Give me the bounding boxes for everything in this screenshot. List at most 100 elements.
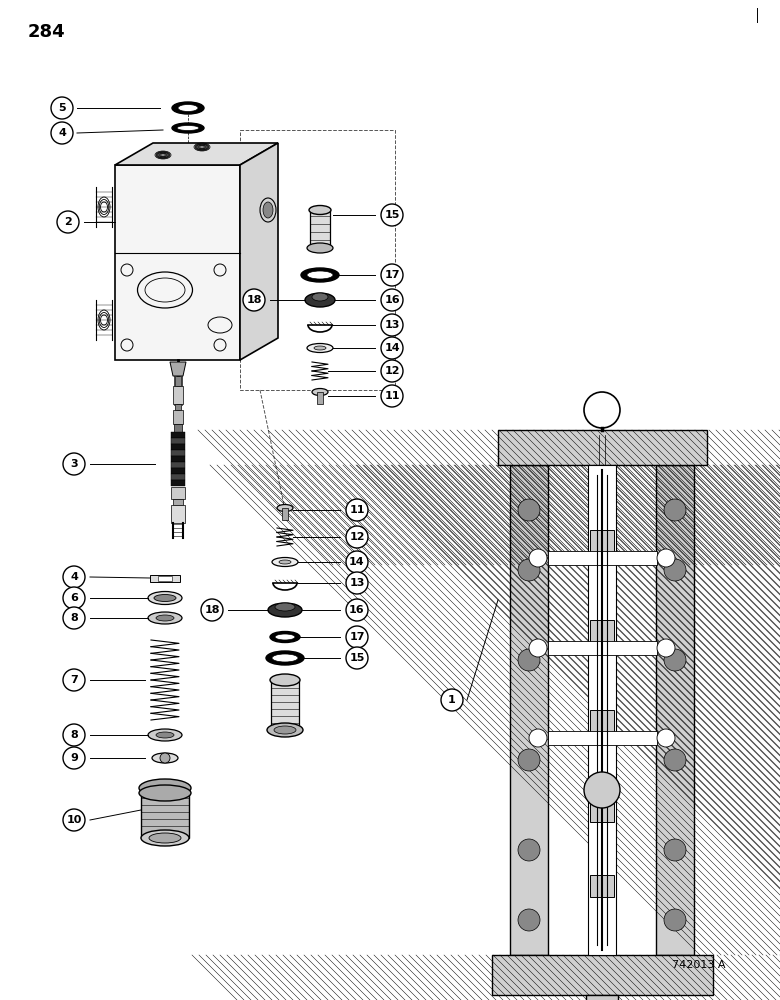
Text: 11: 11 bbox=[385, 391, 399, 401]
Ellipse shape bbox=[529, 639, 547, 657]
Ellipse shape bbox=[172, 123, 204, 133]
Ellipse shape bbox=[267, 723, 303, 737]
Text: 7: 7 bbox=[70, 675, 78, 685]
Text: 11: 11 bbox=[349, 505, 365, 515]
Ellipse shape bbox=[156, 732, 174, 738]
Bar bbox=[171, 438, 185, 444]
Ellipse shape bbox=[307, 243, 333, 253]
Bar bbox=[171, 432, 185, 438]
Ellipse shape bbox=[139, 785, 191, 801]
Ellipse shape bbox=[529, 549, 547, 567]
Circle shape bbox=[346, 572, 368, 594]
Circle shape bbox=[63, 566, 85, 588]
Bar bbox=[498, 430, 707, 465]
Ellipse shape bbox=[141, 830, 189, 846]
Ellipse shape bbox=[529, 729, 547, 747]
Ellipse shape bbox=[275, 634, 295, 640]
Ellipse shape bbox=[307, 344, 333, 353]
Bar bbox=[173, 386, 183, 404]
Bar bbox=[590, 620, 614, 642]
Bar bbox=[548, 731, 657, 745]
Ellipse shape bbox=[518, 749, 540, 771]
Text: 4: 4 bbox=[58, 128, 66, 138]
Ellipse shape bbox=[664, 649, 686, 671]
Text: 17: 17 bbox=[385, 270, 399, 280]
Bar bbox=[171, 487, 185, 499]
Text: 16: 16 bbox=[385, 295, 400, 305]
Circle shape bbox=[441, 689, 463, 711]
Text: 17: 17 bbox=[349, 632, 365, 642]
Bar bbox=[171, 456, 185, 462]
Bar bbox=[590, 875, 614, 897]
Ellipse shape bbox=[154, 594, 176, 601]
Circle shape bbox=[584, 772, 620, 808]
Bar bbox=[317, 392, 323, 404]
Bar bbox=[175, 376, 181, 386]
Circle shape bbox=[346, 526, 368, 548]
Ellipse shape bbox=[195, 143, 209, 150]
Ellipse shape bbox=[177, 125, 199, 130]
Bar bbox=[510, 465, 548, 955]
Ellipse shape bbox=[312, 388, 328, 395]
Ellipse shape bbox=[148, 729, 182, 741]
Bar bbox=[590, 530, 614, 552]
Ellipse shape bbox=[277, 504, 293, 512]
Circle shape bbox=[381, 204, 403, 226]
Ellipse shape bbox=[664, 909, 686, 931]
Bar bbox=[171, 450, 185, 456]
Bar bbox=[171, 474, 185, 480]
Text: 8: 8 bbox=[70, 730, 78, 740]
Text: 13: 13 bbox=[385, 320, 399, 330]
Circle shape bbox=[63, 607, 85, 629]
Ellipse shape bbox=[148, 591, 182, 604]
Circle shape bbox=[346, 551, 368, 573]
Circle shape bbox=[63, 724, 85, 746]
Bar bbox=[171, 444, 185, 450]
Ellipse shape bbox=[518, 839, 540, 861]
Polygon shape bbox=[240, 143, 278, 360]
Circle shape bbox=[63, 453, 85, 475]
Circle shape bbox=[160, 753, 170, 763]
Ellipse shape bbox=[178, 104, 198, 111]
Circle shape bbox=[63, 587, 85, 609]
Circle shape bbox=[381, 337, 403, 359]
Text: 13: 13 bbox=[349, 578, 365, 588]
Bar bbox=[158, 576, 172, 581]
Ellipse shape bbox=[518, 499, 540, 521]
Circle shape bbox=[346, 647, 368, 669]
Text: 4: 4 bbox=[70, 572, 78, 582]
Ellipse shape bbox=[172, 102, 204, 114]
Ellipse shape bbox=[263, 202, 273, 218]
Bar bbox=[492, 955, 713, 995]
Text: 9: 9 bbox=[70, 753, 78, 763]
Bar bbox=[175, 404, 181, 410]
Text: 8: 8 bbox=[70, 613, 78, 623]
Bar bbox=[588, 465, 616, 955]
Circle shape bbox=[381, 385, 403, 407]
Text: 16: 16 bbox=[349, 605, 365, 615]
Circle shape bbox=[63, 747, 85, 769]
Circle shape bbox=[63, 809, 85, 831]
Bar bbox=[150, 575, 180, 582]
Bar bbox=[310, 210, 330, 248]
Ellipse shape bbox=[301, 268, 339, 282]
Ellipse shape bbox=[149, 833, 181, 843]
Ellipse shape bbox=[268, 603, 302, 617]
Polygon shape bbox=[170, 362, 186, 376]
Ellipse shape bbox=[266, 651, 304, 665]
Bar bbox=[548, 641, 657, 655]
Bar bbox=[586, 995, 618, 1000]
Bar bbox=[282, 508, 288, 520]
Text: 18: 18 bbox=[204, 605, 220, 615]
Text: 742013 A: 742013 A bbox=[672, 960, 725, 970]
Circle shape bbox=[346, 626, 368, 648]
Bar bbox=[141, 793, 189, 838]
Ellipse shape bbox=[139, 779, 191, 797]
Text: 5: 5 bbox=[58, 103, 66, 113]
Ellipse shape bbox=[152, 753, 178, 763]
Text: 18: 18 bbox=[246, 295, 262, 305]
Circle shape bbox=[381, 264, 403, 286]
Ellipse shape bbox=[272, 558, 298, 566]
Bar bbox=[590, 710, 614, 732]
Ellipse shape bbox=[518, 649, 540, 671]
